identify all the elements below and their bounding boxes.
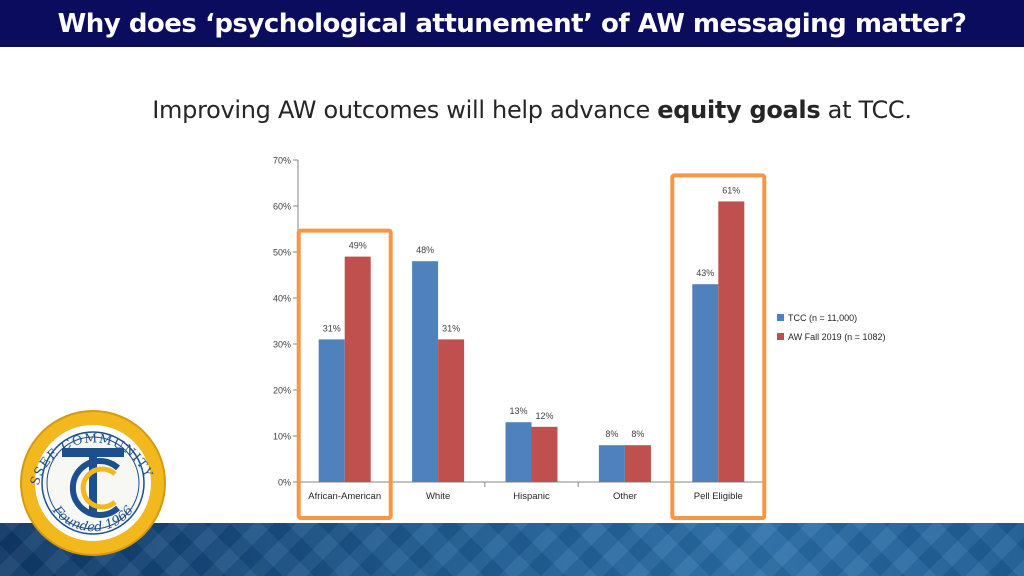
x-tick-label: Hispanic <box>513 491 550 502</box>
slide-subtitle: Improving AW outcomes will help advance … <box>0 96 1024 124</box>
y-tick-label: 50% <box>273 248 291 258</box>
data-label: 13% <box>509 406 527 416</box>
bar-tcc <box>692 284 719 482</box>
bar-aw <box>438 339 465 482</box>
x-tick-label: Pell Eligible <box>694 491 743 502</box>
legend-swatch <box>777 333 784 340</box>
x-tick-label: African-American <box>308 491 381 502</box>
y-tick-label: 70% <box>273 156 291 166</box>
bar-aw <box>718 201 745 482</box>
x-tick-label: White <box>426 491 450 502</box>
highlight-box <box>296 228 393 520</box>
title-bar: Why does ‘psychological attunement’ of A… <box>0 0 1024 47</box>
y-tick-label: 10% <box>273 432 291 442</box>
highlight-box <box>670 173 767 520</box>
legend-swatch <box>777 314 784 321</box>
bar-tcc <box>318 339 345 482</box>
bar-tcc <box>412 261 439 482</box>
tcc-seal-logo-icon: TALLAHASSEE COMMUNITY COLLEGE Founded 19… <box>18 408 166 556</box>
bar-tcc <box>505 422 532 482</box>
data-label: 31% <box>442 323 460 333</box>
y-tick-label: 30% <box>273 340 291 350</box>
data-label: 43% <box>696 268 714 278</box>
y-tick-label: 40% <box>273 294 291 304</box>
subtitle-suffix: at TCC. <box>820 96 912 124</box>
data-label: 49% <box>349 241 367 251</box>
y-tick-label: 60% <box>273 202 291 212</box>
x-tick-label: Other <box>613 491 637 502</box>
slide-title: Why does ‘psychological attunement’ of A… <box>57 8 967 39</box>
footer-band <box>0 523 1024 576</box>
bar-aw <box>624 445 651 482</box>
data-label: 48% <box>416 245 434 255</box>
logo-monogram <box>46 436 140 530</box>
data-label: 8% <box>631 429 644 439</box>
data-label: 61% <box>722 185 740 195</box>
subtitle-prefix: Improving AW outcomes will help advance <box>152 96 658 124</box>
data-label: 31% <box>323 323 341 333</box>
bar-aw <box>531 426 558 482</box>
bar-tcc <box>598 445 625 482</box>
data-label: 12% <box>535 411 553 421</box>
data-label: 8% <box>605 429 618 439</box>
bar-aw <box>344 256 371 482</box>
legend-label: AW Fall 2019 (n = 1082) <box>788 332 885 342</box>
subtitle-emphasis: equity goals <box>657 96 821 124</box>
y-tick-label: 20% <box>273 386 291 396</box>
legend-label: TCC (n = 11,000) <box>788 313 857 323</box>
y-tick-label: 0% <box>278 478 291 488</box>
